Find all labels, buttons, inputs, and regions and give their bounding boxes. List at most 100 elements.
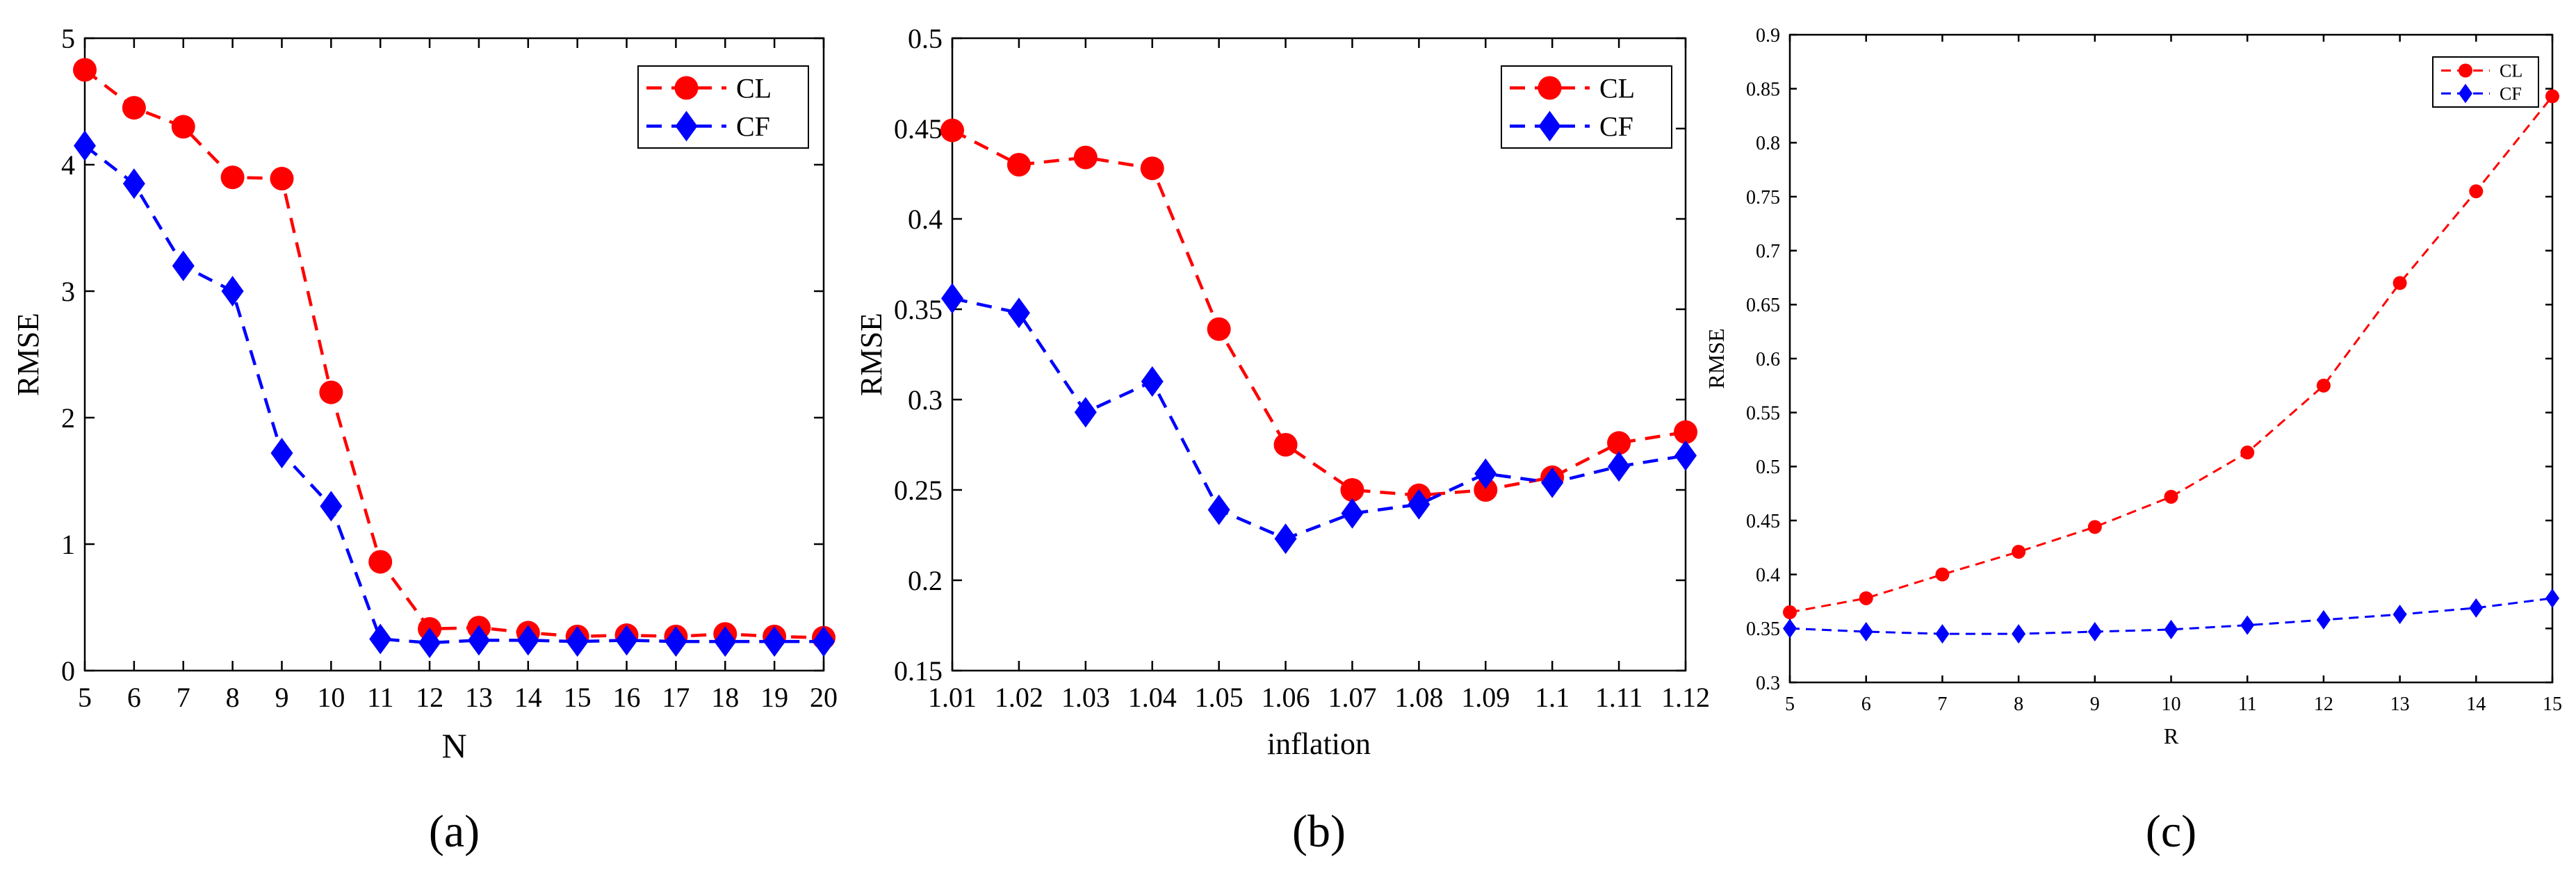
- x-tick-label: 6: [127, 682, 141, 713]
- data-point-cf: [1608, 451, 1631, 482]
- x-tick-label: 19: [760, 682, 788, 713]
- legend-label-cl: CL: [1599, 73, 1635, 104]
- data-point-cl: [1607, 431, 1631, 455]
- x-tick-label: 1.08: [1394, 682, 1443, 713]
- panel-label: (a): [429, 806, 480, 857]
- data-point-cf: [813, 626, 835, 657]
- x-tick-label: 5: [78, 682, 92, 713]
- x-tick-label: 17: [662, 682, 690, 713]
- data-point-cf: [2469, 598, 2484, 618]
- x-tick-label: 1.06: [1262, 682, 1310, 713]
- series-cl: [1783, 89, 2559, 620]
- legend-marker-cf: [2459, 83, 2472, 104]
- chart-panel-1: 5 6 7 8 9 10 11 12 13 14 15 16 17 18 19 20012345NRMSE(a…: [11, 23, 838, 857]
- data-point-cf: [516, 625, 539, 656]
- data-point-cl: [940, 118, 964, 142]
- y-axis-title: RMSE: [11, 313, 45, 396]
- x-tick-label: 1.09: [1461, 682, 1510, 713]
- y-tick-label: 0.6: [1756, 349, 1780, 370]
- x-tick-label: 18: [711, 682, 739, 713]
- data-point-cf: [941, 283, 963, 314]
- y-tick-label: 0.7: [1756, 240, 1780, 262]
- data-point-cf: [418, 627, 441, 658]
- legend: CL CF: [637, 65, 809, 149]
- x-tick-label: 14: [514, 682, 542, 713]
- data-point-cl: [1859, 591, 1873, 605]
- legend-marker-cf: [675, 110, 698, 142]
- data-point-cf: [1007, 297, 1030, 329]
- data-point-cl: [73, 58, 97, 82]
- data-point-cf: [1074, 397, 1097, 428]
- x-tick-label: 11: [367, 682, 394, 713]
- x-tick-label: 14: [2466, 694, 2486, 715]
- legend-box: [637, 65, 809, 149]
- y-tick-label: 0.4: [1756, 564, 1780, 586]
- x-tick-label: 7: [177, 682, 190, 713]
- data-point-cf: [714, 626, 737, 657]
- data-point-cf: [2087, 621, 2102, 641]
- series-cf: [74, 130, 835, 658]
- plot-area-frame: [83, 37, 825, 672]
- x-tick-label: 6: [1861, 694, 1871, 715]
- data-point-cl: [319, 380, 343, 404]
- series-cf: [1783, 588, 2559, 644]
- data-point-cf: [2164, 619, 2178, 639]
- data-point-cl: [1073, 145, 1098, 170]
- panel-label: (b): [1292, 806, 1346, 857]
- x-tick-label: 9: [2090, 694, 2100, 715]
- x-tick-label: 10: [2162, 694, 2181, 715]
- y-tick-label: 0.9: [1756, 25, 1780, 47]
- data-point-cf: [2392, 605, 2407, 625]
- x-axis-title: R: [2164, 723, 2179, 748]
- data-point-cf: [122, 168, 145, 199]
- x-axis-title: inflation: [1267, 727, 1371, 761]
- data-point-cf: [2316, 609, 2331, 630]
- data-point-cf: [1274, 523, 1297, 555]
- y-tick-label: 0.55: [1746, 402, 1780, 424]
- data-point-cf: [1474, 458, 1497, 489]
- data-point-cf: [172, 250, 195, 281]
- legend-label-cf: CF: [2500, 84, 2522, 104]
- x-tick-label: 16: [613, 682, 641, 713]
- y-tick-label: 0.4: [908, 204, 943, 235]
- data-point-cf: [1783, 618, 1797, 639]
- data-point-cf: [665, 626, 687, 657]
- data-point-cl: [2469, 184, 2484, 199]
- data-point-cl: [1140, 156, 1164, 181]
- series-line-cl: [83, 68, 824, 639]
- data-point-cf: [1859, 621, 1873, 641]
- y-tick-label: 0.35: [894, 294, 943, 325]
- data-point-cl: [368, 550, 393, 574]
- x-tick-label: 1.02: [995, 682, 1043, 713]
- data-point-cl: [1273, 433, 1298, 457]
- data-point-cf: [1408, 489, 1430, 520]
- legend-marker-cl: [674, 76, 699, 100]
- x-tick-label: 1.05: [1195, 682, 1244, 713]
- chart-panel-2: 1.01 1.02 1.03 1.04 1.05 1.06 1.07 1.08 1.09 1.1 1…: [854, 23, 1710, 857]
- data-point-cf: [74, 130, 96, 161]
- x-tick-label: 10: [317, 682, 345, 713]
- x-tick-label: 9: [275, 682, 288, 713]
- chart-panel-3: 5 6 7 8 9 10 11 12 13 14 15 0.3 0.35 0.4 0.45 0.5 0.55 0.…: [1704, 25, 2562, 857]
- data-point-cf: [1207, 494, 1230, 525]
- y-tick-label: 0.45: [1746, 511, 1780, 532]
- legend-box: [2432, 56, 2539, 108]
- x-tick-label: 11: [2238, 694, 2257, 715]
- y-tick-label: 0.8: [1756, 133, 1780, 154]
- y-tick-label: 0.15: [894, 655, 943, 687]
- legend-label-cl: CL: [2500, 61, 2522, 81]
- series-cl: [940, 118, 1697, 507]
- x-tick-label: 12: [2314, 694, 2333, 715]
- data-point-cl: [1006, 153, 1031, 177]
- data-point-cl: [1474, 478, 1498, 502]
- legend-marker-cf: [1538, 110, 1561, 142]
- data-point-cf: [1541, 467, 1564, 498]
- data-point-cl: [1674, 420, 1697, 444]
- y-tick-label: 4: [61, 149, 75, 181]
- x-tick-label: 1.11: [1595, 682, 1643, 713]
- legend-box: [1501, 65, 1672, 149]
- data-point-cf: [320, 491, 343, 522]
- data-point-cf: [1935, 624, 1950, 644]
- y-tick-label: 5: [61, 23, 75, 54]
